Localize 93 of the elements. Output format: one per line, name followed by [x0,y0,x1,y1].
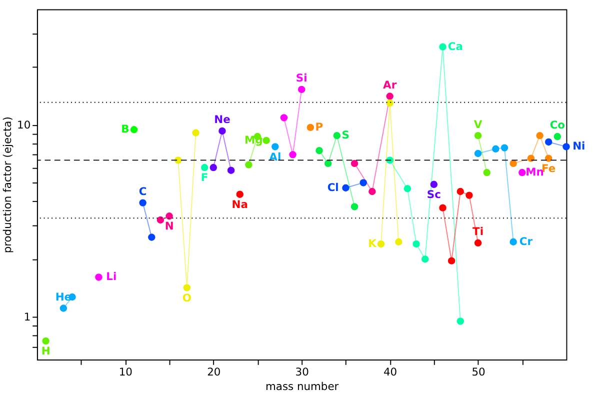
series-label: V [474,118,483,131]
series-label: Fe [542,162,556,175]
series-label: H [41,344,50,358]
series-label: Cl [327,180,339,194]
point [166,212,173,220]
point [156,216,164,224]
series-label: B [121,122,130,136]
point [439,43,446,50]
series-label: Ne [214,113,230,126]
point [466,192,473,199]
point [510,160,517,168]
x-tick-label: 40 [384,366,398,379]
series-label: S [342,128,350,142]
point [200,164,208,172]
point [500,144,508,152]
point [272,143,279,150]
series-label: N [164,220,174,233]
series-label: Ni [572,140,586,153]
point [395,238,402,246]
series-label: Sc [426,188,441,202]
x-tick-label: 10 [118,366,133,379]
point [183,284,191,292]
point [544,154,552,162]
point [139,199,146,206]
point [148,234,156,241]
series-label: Ar [383,78,398,92]
point [368,188,376,196]
point [360,179,367,186]
point [60,304,68,312]
point [562,143,570,150]
point [474,150,482,158]
x-tick-label: 50 [472,366,486,379]
point [404,184,412,192]
series-label: Al [269,150,282,164]
point [42,337,50,345]
point [227,166,235,174]
point [306,124,314,132]
point [377,240,385,248]
point [536,132,544,140]
y-axis-title: production factor (ejecta) [1,116,14,254]
point [350,203,358,210]
x-tick-label: 30 [295,366,310,379]
point [492,145,500,152]
series-label: Na [232,198,248,211]
point [350,160,358,168]
point [192,129,200,136]
point [324,160,332,168]
point [174,156,182,164]
point [386,99,394,107]
point [544,138,552,146]
series-label: C [138,185,147,198]
point [527,154,535,162]
point [474,132,482,140]
point [333,132,340,140]
series-label: Co [550,118,566,132]
x-tick-label: 20 [207,366,221,379]
series-label: Li [106,270,117,284]
point [456,188,464,196]
series-label: P [315,120,324,134]
y-tick-label: 1 [24,310,31,324]
point [210,164,218,172]
point [412,240,420,248]
point [342,184,350,192]
series-label: Ca [448,40,463,53]
point [245,161,252,168]
series-label: K [368,236,378,250]
point [289,151,296,158]
point [130,126,138,134]
point [474,239,482,246]
point [518,168,526,176]
point [298,86,306,94]
point [386,92,394,100]
x-axis-title: mass number [265,380,340,394]
series-label: Cr [519,234,534,248]
point [510,238,517,246]
point [430,180,438,188]
point [236,190,244,198]
point [422,256,429,263]
point [262,136,270,144]
series-label: F [200,171,208,184]
series-label: Mn [526,165,544,178]
series-label: O [182,291,192,304]
series-label: Si [296,72,308,85]
point [456,318,464,325]
point [316,146,323,154]
point [280,114,288,122]
series-label: Ti [472,225,484,238]
point [554,132,562,140]
point [448,257,456,264]
point [439,204,446,212]
point [218,127,226,135]
point [95,274,102,281]
point [483,168,490,176]
